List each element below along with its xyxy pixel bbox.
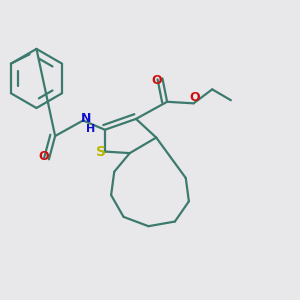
Text: S: S (96, 145, 106, 159)
Text: O: O (38, 150, 49, 163)
Text: N: N (80, 112, 91, 125)
Text: H: H (86, 124, 95, 134)
Text: O: O (152, 74, 162, 86)
Text: O: O (190, 91, 200, 104)
